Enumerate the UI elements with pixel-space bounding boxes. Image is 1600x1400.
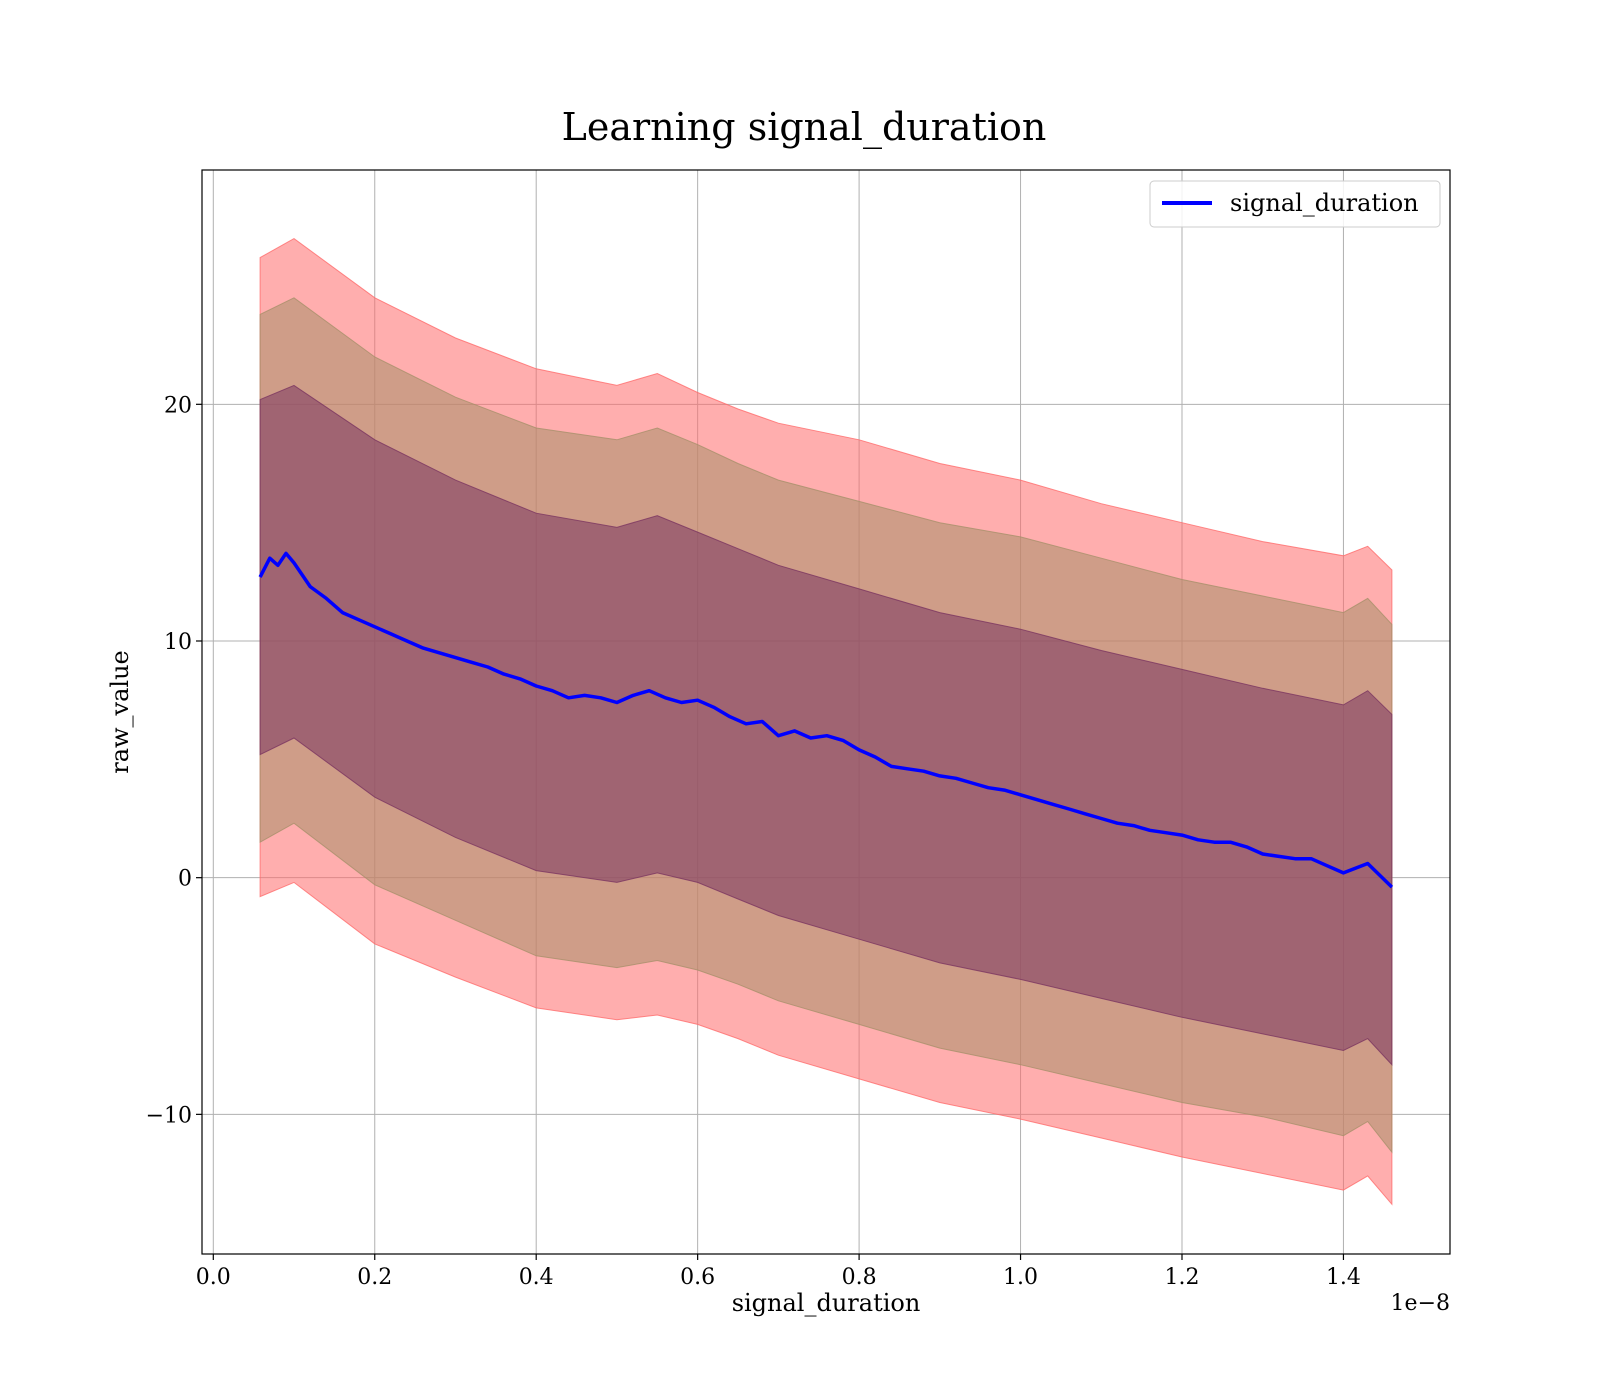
x-axis: 0.0 0.2 0.4 0.6 0.8 1.0 1.2 1.4 — [196, 1254, 1361, 1290]
y-tick-label: 20 — [164, 393, 192, 418]
y-axis: −10 0 10 20 — [146, 393, 202, 1128]
x-tick-label: 0.0 — [196, 1265, 231, 1290]
chart-title: Learning signal_duration — [562, 105, 1047, 150]
x-tick-label: 0.8 — [842, 1265, 877, 1290]
band_inner — [259, 384, 1393, 1066]
x-tick-label: 0.2 — [357, 1265, 392, 1290]
legend-box — [1149, 180, 1441, 228]
plot-area — [201, 169, 1451, 1255]
x-tick-label: 1.0 — [1003, 1265, 1038, 1290]
x-axis-label: signal_duration — [732, 1289, 921, 1317]
x-tick-label: 1.2 — [1164, 1265, 1199, 1290]
legend-label: signal_duration — [1230, 189, 1419, 217]
plot-frame — [201, 169, 1451, 1255]
x-tick-label: 0.6 — [680, 1265, 715, 1290]
y-axis-label: raw_value — [106, 650, 134, 774]
x-tick-label: 0.4 — [519, 1265, 554, 1290]
bands — [259, 238, 1393, 1206]
x-tick-label: 1.4 — [1326, 1265, 1361, 1290]
series-group — [258, 551, 1394, 889]
y-tick-label: 10 — [164, 630, 192, 655]
legend[interactable]: signal_duration — [1149, 180, 1441, 228]
y-tick-label: −10 — [146, 1103, 192, 1128]
y-tick-label: 0 — [178, 867, 192, 892]
x-axis-offset-label: 1e−8 — [1391, 1291, 1450, 1316]
series-line-signal_duration — [258, 551, 1394, 889]
